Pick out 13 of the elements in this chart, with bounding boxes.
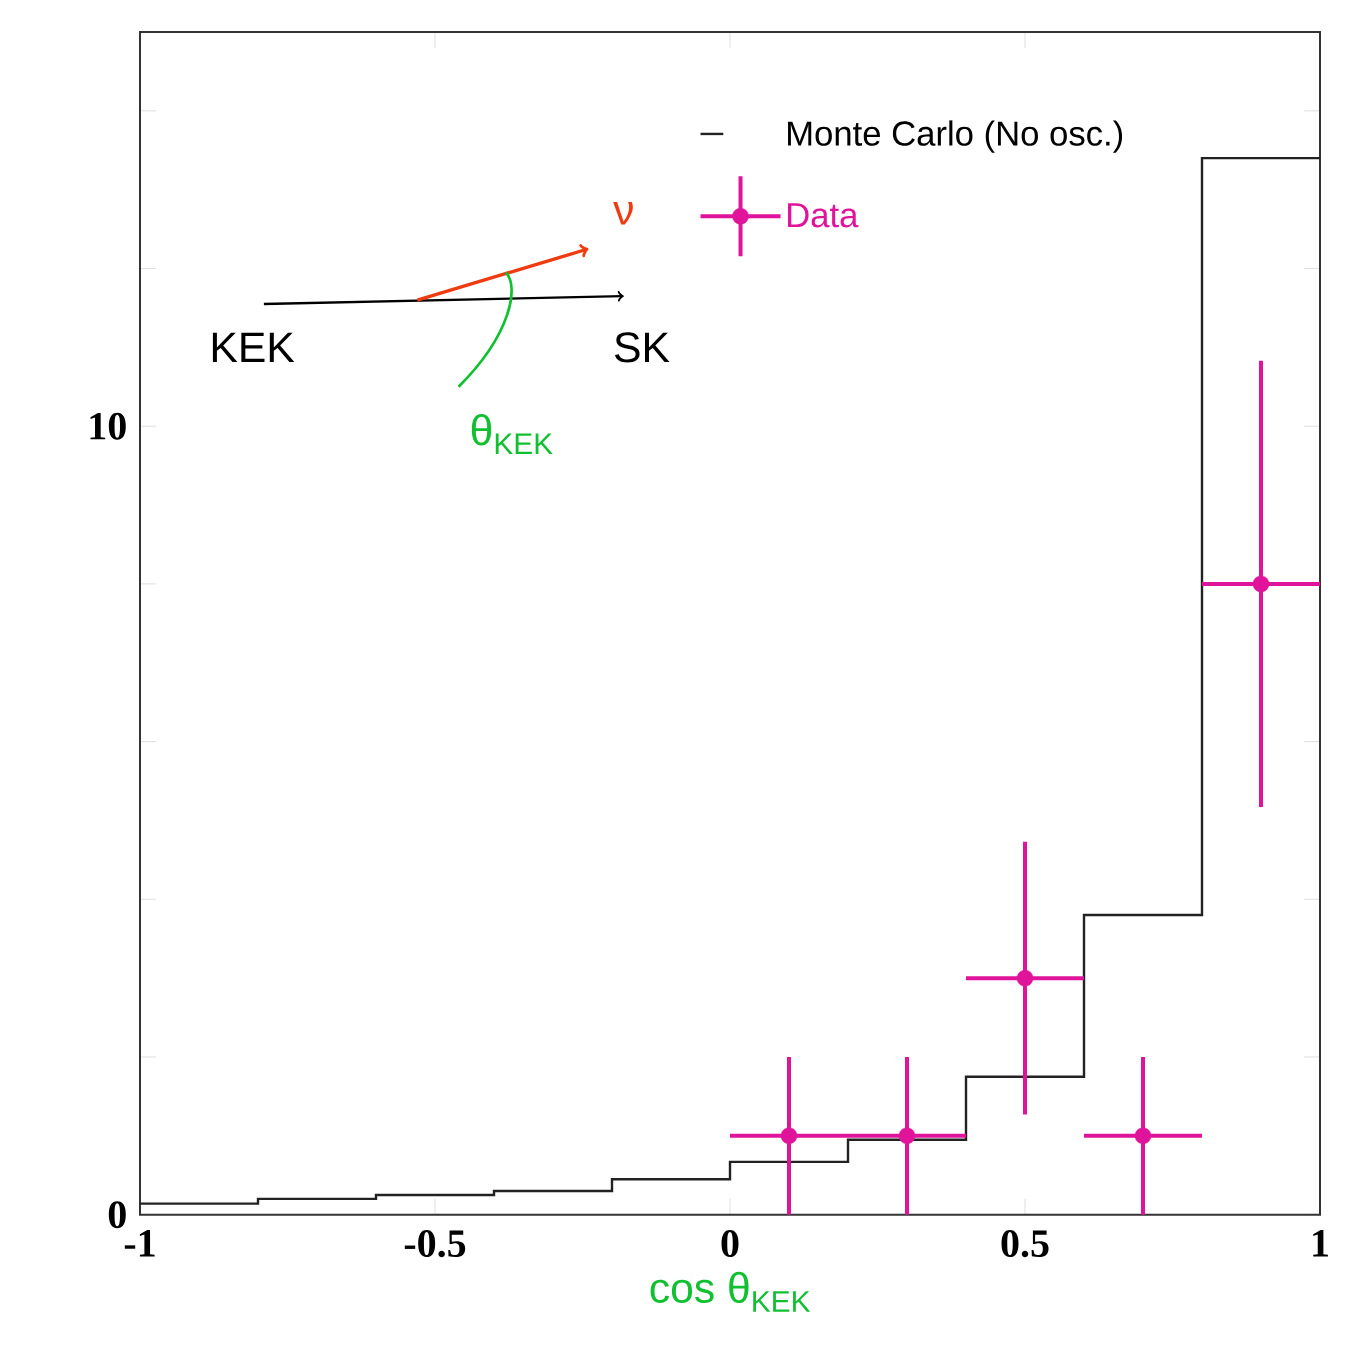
x-tick-label: -1 <box>124 1230 155 1257</box>
x-tick-label: 0.5 <box>1001 1230 1049 1258</box>
legend-label: Data <box>787 203 859 228</box>
annotation: θ$_{KEK}$ <box>471 414 553 455</box>
y-tick-label: 10 <box>90 412 126 440</box>
annotation: SK <box>614 332 670 363</box>
x-tick-label: 1 <box>1313 1230 1328 1257</box>
x-tick-label: 0 <box>721 1230 739 1258</box>
legend-label: Monte Carlo (No osc.) <box>787 120 1122 153</box>
annotation: ν <box>612 202 633 225</box>
x-tick-label: -0.5 <box>404 1230 466 1258</box>
annotation: KEK <box>212 332 295 363</box>
x-axis-title: cos θ$_{KEK}$ <box>650 1271 811 1312</box>
